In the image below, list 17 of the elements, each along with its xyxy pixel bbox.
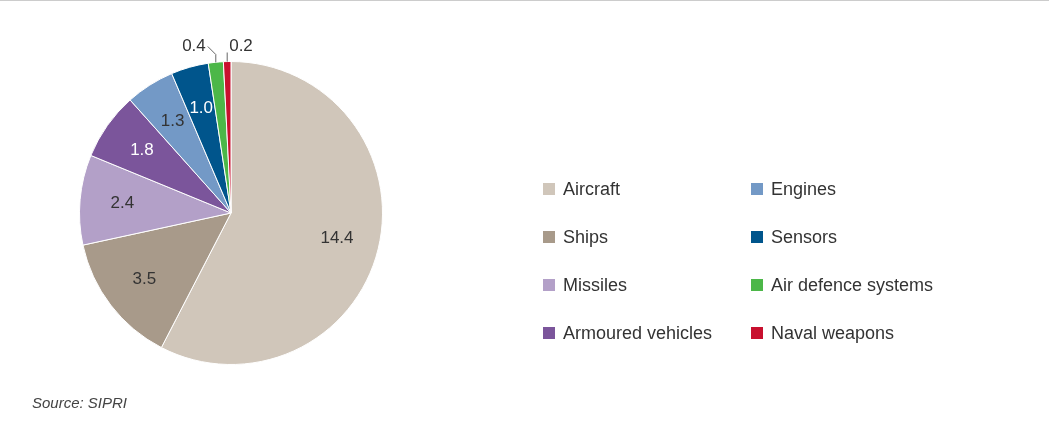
legend-label: Aircraft (562, 177, 621, 201)
source-note: Source: SIPRI (32, 394, 128, 411)
data-label: 14.4 (320, 228, 354, 248)
data-label: 0.4 (182, 36, 206, 56)
data-label: 1.0 (189, 97, 214, 117)
data-label: 2.4 (110, 193, 135, 213)
data-label: 3.5 (132, 269, 157, 288)
data-label: 0.2 (229, 36, 253, 56)
legend-label: Engines (770, 177, 838, 201)
legend-label: Sensors (770, 225, 839, 249)
legend-label: Ships (562, 225, 610, 249)
legend-label: Missiles (562, 273, 628, 297)
data-label: 1.3 (160, 110, 185, 130)
data-label: 1.8 (130, 139, 154, 159)
legend-label: Air defence systems (770, 273, 935, 297)
legend-label: Armoured vehicles (562, 321, 714, 345)
legend-label: Naval weapons (770, 321, 896, 345)
